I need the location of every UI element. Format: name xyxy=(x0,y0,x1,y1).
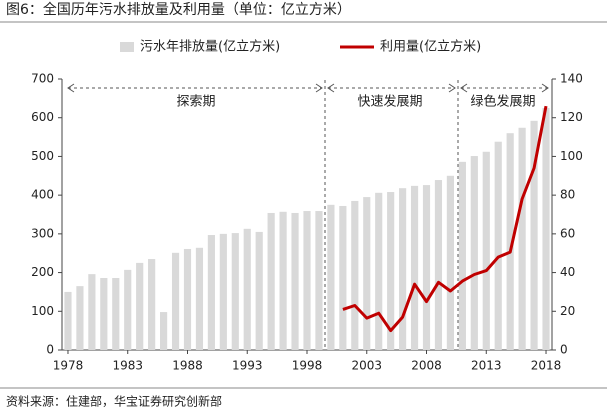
x-tick-label: 2018 xyxy=(531,359,562,373)
y2-tick-label: 0 xyxy=(560,343,568,357)
y2-tick-label: 80 xyxy=(560,188,575,202)
bar xyxy=(363,197,371,350)
legend-label: 利用量(亿立方米) xyxy=(380,39,481,55)
bar xyxy=(327,204,335,350)
bar xyxy=(315,211,323,350)
chart-title: 图6：全国历年污水排放量及利用量（单位：亿立方米） xyxy=(6,1,351,18)
y2-tick-label: 120 xyxy=(560,110,583,124)
bar xyxy=(351,200,359,350)
bar xyxy=(112,277,120,350)
bar xyxy=(291,212,299,350)
x-tick-label: 1978 xyxy=(53,359,84,373)
y2-tick-label: 20 xyxy=(560,304,575,318)
bar xyxy=(446,175,454,350)
bar xyxy=(243,228,251,350)
bar xyxy=(422,185,431,350)
bar xyxy=(530,120,538,350)
y-tick-label: 0 xyxy=(46,343,54,357)
x-tick-label: 1988 xyxy=(172,359,203,373)
bar xyxy=(518,127,526,350)
y-tick-label: 700 xyxy=(31,72,54,86)
x-tick-label: 1993 xyxy=(232,359,263,373)
bar xyxy=(494,141,502,350)
bar xyxy=(124,269,132,350)
bar xyxy=(100,277,108,350)
y-tick-label: 200 xyxy=(31,265,54,279)
legend-swatch xyxy=(120,42,134,52)
y-tick-label: 600 xyxy=(31,110,54,124)
bar xyxy=(255,231,263,350)
bar xyxy=(171,252,180,350)
y2-tick-label: 40 xyxy=(560,265,575,279)
period-label: 绿色发展期 xyxy=(470,94,535,110)
period-label: 快速发展期 xyxy=(357,94,422,110)
bar xyxy=(219,233,227,350)
legend-label: 污水年排放量(亿立方米) xyxy=(140,39,280,55)
y2-tick-label: 60 xyxy=(560,226,575,240)
bar xyxy=(434,180,443,350)
bar xyxy=(76,286,84,350)
bar xyxy=(482,151,490,350)
bar xyxy=(64,291,72,350)
bar xyxy=(410,185,419,350)
bar xyxy=(375,192,383,350)
y-tick-label: 500 xyxy=(31,149,54,163)
line xyxy=(342,105,548,333)
x-tick-label: 2003 xyxy=(351,359,382,373)
period-markers xyxy=(67,80,549,350)
bar xyxy=(458,161,466,350)
bar xyxy=(207,235,215,350)
bar xyxy=(267,212,275,350)
x-tick-label: 1983 xyxy=(112,359,143,373)
bar xyxy=(88,274,96,350)
y-tick-label: 100 xyxy=(31,304,54,318)
y-tick-label: 300 xyxy=(31,226,54,240)
bar xyxy=(231,233,239,350)
bar xyxy=(339,205,347,350)
y2-tick-label: 140 xyxy=(560,72,583,86)
bar xyxy=(470,156,478,350)
period-label: 探索期 xyxy=(176,95,215,110)
bar xyxy=(542,108,550,351)
bar xyxy=(195,247,204,350)
y2-tick-label: 100 xyxy=(560,149,583,163)
x-tick-label: 2008 xyxy=(411,359,442,373)
source: 资料来源：住建部，华宝证券研究创新部 xyxy=(6,394,222,409)
bar xyxy=(506,133,514,350)
arrow-heads xyxy=(67,83,549,93)
bar xyxy=(399,188,407,350)
bar xyxy=(303,211,311,350)
y-tick-label: 400 xyxy=(31,188,54,202)
x-tick-label: 2013 xyxy=(471,359,502,373)
bar xyxy=(387,192,395,350)
bar xyxy=(160,312,168,350)
bar xyxy=(279,211,287,350)
x-tick-label: 1998 xyxy=(292,359,323,373)
bar xyxy=(148,259,156,350)
bar xyxy=(183,248,192,350)
bar xyxy=(136,262,144,350)
